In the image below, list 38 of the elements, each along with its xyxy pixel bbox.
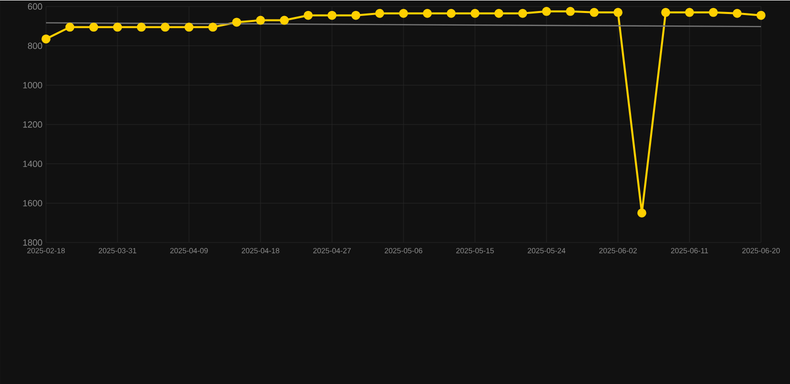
point bbox=[756, 10, 766, 20]
point bbox=[566, 6, 575, 16]
point bbox=[160, 22, 170, 32]
point bbox=[446, 8, 456, 18]
y-tick-label: 1000 bbox=[23, 82, 42, 88]
point bbox=[590, 8, 599, 17]
point bbox=[89, 22, 98, 32]
point bbox=[113, 22, 122, 32]
point bbox=[661, 8, 670, 17]
point bbox=[614, 8, 623, 17]
y-tick-label: 1200 bbox=[23, 121, 42, 128]
point bbox=[494, 8, 504, 18]
point bbox=[518, 8, 528, 18]
point bbox=[542, 6, 552, 16]
point bbox=[256, 16, 266, 25]
point bbox=[42, 34, 51, 44]
point bbox=[422, 8, 432, 18]
point bbox=[328, 10, 337, 20]
point bbox=[732, 8, 742, 18]
point bbox=[280, 16, 289, 25]
y-tick-label: 800 bbox=[28, 42, 42, 49]
point bbox=[232, 17, 242, 26]
y-tick-label: 1800 bbox=[23, 239, 42, 246]
point bbox=[470, 8, 480, 18]
y-tick-label: 600 bbox=[28, 3, 42, 10]
point bbox=[184, 22, 194, 32]
point bbox=[637, 208, 646, 218]
y-tick-label: 1400 bbox=[23, 160, 42, 167]
point bbox=[65, 22, 74, 32]
point bbox=[399, 8, 408, 18]
y-tick-label: 1600 bbox=[23, 200, 42, 206]
point bbox=[375, 8, 384, 18]
point bbox=[685, 8, 694, 17]
point bbox=[136, 22, 146, 32]
point bbox=[304, 10, 313, 20]
point bbox=[708, 8, 718, 17]
point bbox=[351, 10, 360, 20]
point bbox=[208, 22, 218, 32]
